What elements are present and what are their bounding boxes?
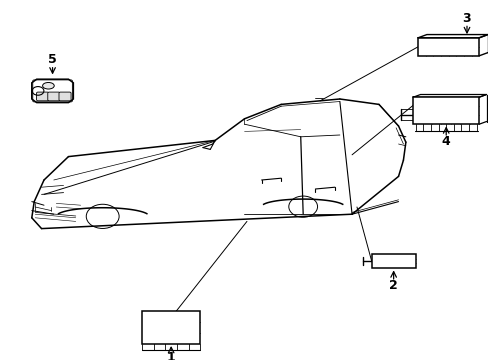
Ellipse shape: [42, 82, 54, 89]
Text: 5: 5: [48, 53, 57, 66]
FancyBboxPatch shape: [371, 254, 415, 268]
FancyBboxPatch shape: [412, 97, 478, 124]
FancyBboxPatch shape: [142, 311, 200, 344]
FancyBboxPatch shape: [48, 92, 60, 101]
Text: 2: 2: [388, 279, 397, 292]
FancyBboxPatch shape: [37, 92, 48, 101]
Text: 4: 4: [441, 135, 449, 148]
Polygon shape: [32, 79, 73, 103]
Text: 1: 1: [166, 351, 175, 360]
Text: 3: 3: [462, 12, 470, 24]
FancyBboxPatch shape: [59, 92, 71, 101]
FancyBboxPatch shape: [417, 38, 478, 56]
